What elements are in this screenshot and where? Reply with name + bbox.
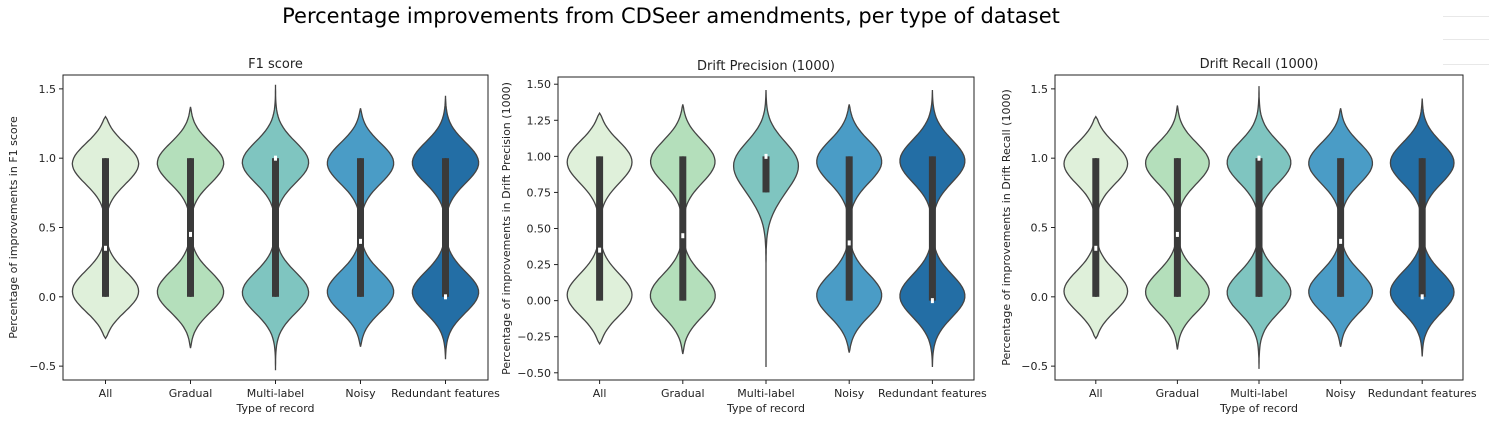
y-tick-label: 0.0 [1031,291,1049,304]
x-axis-label: Type of record [726,402,805,415]
violin-iqr-box [102,158,109,297]
y-tick-label: 1.0 [39,152,57,165]
y-axis-label: Percentage of improvements in Drift Prec… [500,82,513,375]
violin-median-marker [598,247,602,253]
chart-panel-2: −0.50 −0.25 0.00 0.25 0.50 0.75 1.00 1.25 1.50 Al… [500,59,987,415]
x-tick-label: Multi-label [737,387,794,400]
x-tick-label: Gradual [169,387,213,400]
violin-iqr-box [1092,158,1100,297]
violin-iqr-box [272,158,279,297]
violin-median-marker [1339,238,1343,244]
violin-body [732,89,800,367]
x-tick-label: Multi-label [247,387,304,400]
x-axis-label: Type of record [1219,402,1298,415]
x-tick-label: Redundant features [878,387,987,400]
chart-title: F1 score [248,57,303,72]
x-tick-label: Gradual [1156,387,1200,400]
violin-iqr-box [845,156,853,301]
violin-iqr-box [928,156,936,301]
x-tick-label: Noisy [1325,387,1356,400]
violin-median-marker [1094,245,1098,251]
violin-median-marker [1257,155,1261,161]
y-tick-label: 1.0 [1031,152,1049,165]
x-axis-label: Type of record [236,402,315,415]
y-tick-label: −0.25 [517,331,551,344]
violin-median-marker [764,153,768,159]
y-tick-label: −0.5 [29,360,56,373]
y-tick-label: 0.5 [1031,222,1049,235]
violin-median-marker [681,233,685,239]
violin-iqr-box [679,156,687,301]
divider-line [1443,39,1489,40]
violin-median-marker [847,240,851,246]
y-tick-label: 0.0 [39,291,57,304]
y-tick-label: 1.25 [527,114,552,127]
y-tick-label: 1.00 [527,150,552,163]
violin-median-marker [444,294,447,300]
x-tick-label: Redundant features [1368,387,1477,400]
y-tick-label: 0.25 [527,259,552,272]
violin-median-marker [1420,294,1424,300]
divider-line [1443,16,1489,17]
violin-iqr-box [762,156,770,193]
violin-iqr-box [442,158,449,297]
y-axis-label: Percentage of improvements in F1 score [7,116,20,339]
x-tick-label: All [99,387,113,400]
violin-iqr-box [187,158,194,297]
x-tick-label: Noisy [345,387,376,400]
divider-line [1443,64,1489,65]
chart-title: Drift Precision (1000) [697,59,835,74]
violin-iqr-box [596,156,604,301]
violin-iqr-box [1337,158,1345,297]
x-tick-label: Gradual [661,387,705,400]
violin-iqr-box [357,158,364,297]
chart-title: Drift Recall (1000) [1200,57,1319,72]
y-tick-label: 0.75 [527,186,552,199]
violin-median-marker [359,238,362,244]
y-tick-label: −0.50 [517,367,551,380]
x-tick-label: Multi-label [1230,387,1287,400]
chart-panel-1: −0.5 0.0 0.5 1.0 1.5 All Gradual Multi-label Noi… [7,57,500,415]
violin-median-marker [1175,231,1179,237]
violin-iqr-box [1418,158,1426,297]
y-tick-label: −0.5 [1021,360,1048,373]
x-tick-label: All [593,387,607,400]
y-tick-label: 1.5 [39,83,57,96]
y-tick-label: 0.5 [39,222,57,235]
figure-title: Percentage improvements from CDSeer amen… [282,4,1060,28]
violin-median-marker [189,231,192,237]
violin-median-marker [274,155,277,161]
violin-iqr-box [1173,158,1181,297]
y-tick-label: 0.50 [527,223,552,236]
y-tick-label: 0.00 [527,295,552,308]
x-tick-label: All [1089,387,1103,400]
y-axis-label: Percentage of improvements in Drift Reca… [1000,89,1013,365]
violin-iqr-box [1255,158,1263,297]
chart-panel-3: −0.5 0.0 0.5 1.0 1.5 All Gradual Multi-label Noi… [1000,57,1477,415]
x-tick-label: Redundant features [391,387,500,400]
x-tick-label: Noisy [834,387,865,400]
y-tick-label: 1.5 [1031,83,1049,96]
violin-median-marker [930,298,934,304]
y-tick-label: 1.50 [527,78,552,91]
violin-median-marker [104,245,107,251]
